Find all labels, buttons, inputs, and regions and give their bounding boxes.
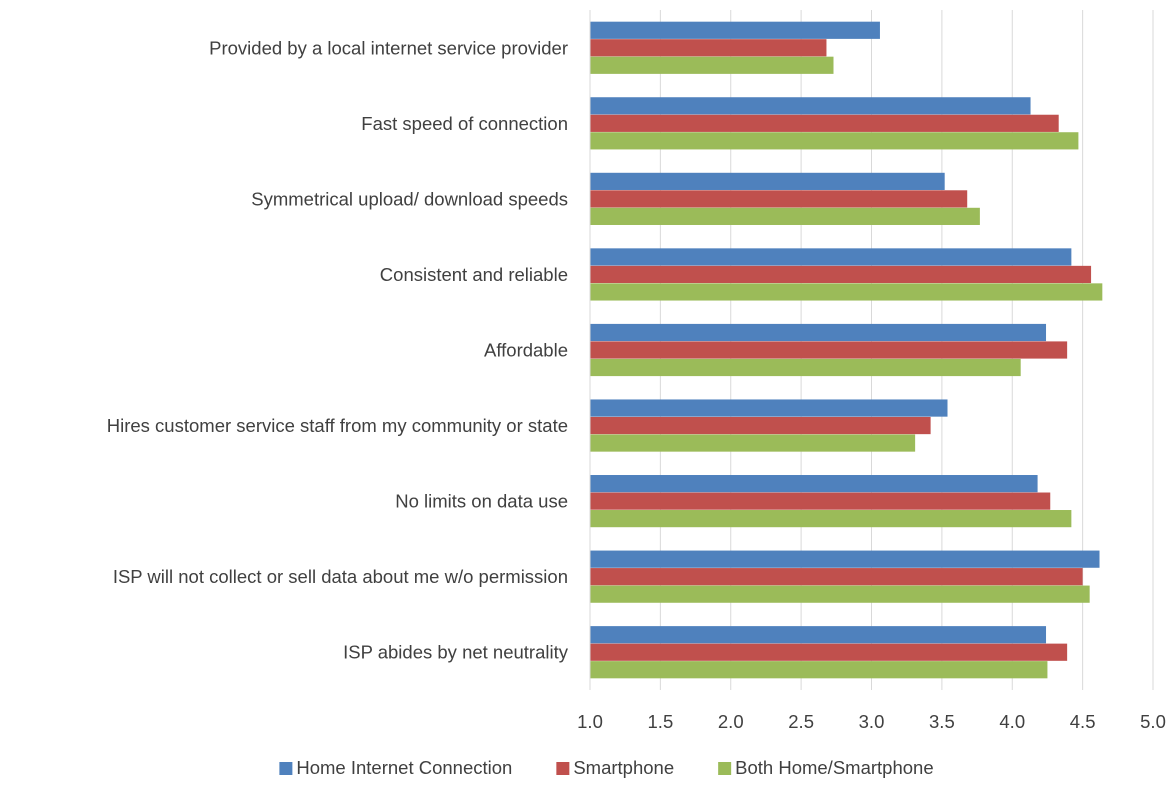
x-tick-label: 4.5	[1070, 711, 1096, 732]
category-label: ISP will not collect or sell data about …	[113, 566, 568, 587]
bar	[590, 434, 916, 452]
bar	[590, 550, 1100, 568]
x-tick-label: 2.0	[718, 711, 744, 732]
bar	[590, 207, 980, 225]
legend-swatch	[718, 762, 732, 775]
category-label: Provided by a local internet service pro…	[209, 37, 568, 58]
legend: Home Internet Connection Smartphone Both H…	[279, 757, 934, 778]
legend-label: Both Home/Smartphone	[735, 757, 933, 778]
x-tick-labels: 1.0 1.5 2.0 2.5 3.0 3.5 4.0 4.5 5.0	[577, 711, 1166, 732]
bar	[590, 661, 1048, 679]
bar	[590, 39, 827, 57]
category-label: Hires customer service staff from my com…	[107, 415, 568, 436]
bar	[590, 248, 1072, 266]
bar	[590, 283, 1103, 301]
x-tick-label: 2.5	[788, 711, 814, 732]
x-tick-label: 3.0	[859, 711, 885, 732]
bar	[590, 21, 880, 39]
bar	[590, 341, 1068, 359]
legend-item: Both Home/Smartphone	[718, 757, 934, 778]
category-labels: Provided by a local internet service pro…	[107, 37, 569, 662]
bar	[590, 492, 1051, 510]
bar	[590, 626, 1047, 644]
category-label: Fast speed of connection	[361, 113, 568, 134]
legend-item: Smartphone	[556, 757, 674, 778]
bar	[590, 56, 834, 74]
bar	[590, 323, 1047, 342]
bar	[590, 510, 1072, 528]
bar	[590, 358, 1021, 377]
x-tick-label: 5.0	[1140, 711, 1166, 732]
x-tick-label: 4.0	[999, 711, 1025, 732]
x-tick-label: 1.0	[577, 711, 603, 732]
bar	[590, 475, 1038, 493]
bar	[590, 265, 1092, 284]
legend-swatch	[279, 762, 293, 775]
category-label: Consistent and reliable	[380, 264, 568, 285]
x-tick-label: 1.5	[648, 711, 674, 732]
bar	[590, 399, 948, 417]
bar	[590, 114, 1059, 132]
legend-label: Home Internet Connection	[296, 757, 512, 778]
bar	[590, 568, 1083, 586]
bar	[590, 97, 1031, 115]
legend-label: Smartphone	[573, 757, 674, 778]
legend-swatch	[556, 762, 570, 775]
bar	[590, 172, 945, 190]
bar	[590, 190, 968, 208]
bar	[590, 643, 1068, 661]
category-label: Affordable	[484, 340, 568, 361]
bar	[590, 416, 931, 435]
bar	[590, 132, 1079, 150]
bar	[590, 585, 1090, 603]
category-label: No limits on data use	[395, 491, 568, 512]
legend-item: Home Internet Connection	[279, 757, 512, 778]
bars	[590, 21, 1103, 679]
category-label: Symmetrical upload/ download speeds	[251, 188, 568, 209]
x-tick-label: 3.5	[929, 711, 955, 732]
category-label: ISP abides by net neutrality	[343, 642, 569, 663]
